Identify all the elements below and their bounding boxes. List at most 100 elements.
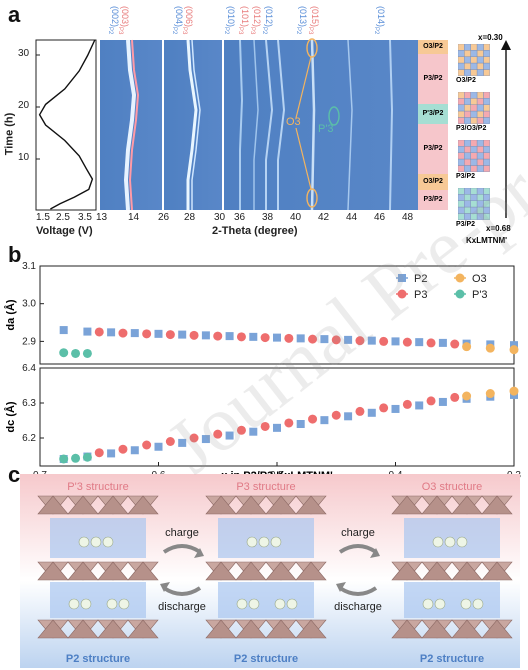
p3prime-marker xyxy=(328,106,340,126)
point-p3 xyxy=(260,421,270,431)
octahedron xyxy=(235,495,267,515)
legend-label: P'3 xyxy=(472,289,488,301)
point-p3 xyxy=(94,327,104,337)
octahedron xyxy=(451,561,483,581)
voltage-tick-3: 3.5 xyxy=(78,212,92,223)
tile-cell xyxy=(470,194,478,201)
peak-label: (012)P2 xyxy=(261,6,274,34)
time-tick-10: 10 xyxy=(18,152,30,163)
point-p3 xyxy=(236,332,246,342)
voltage-axis-label: Voltage (V) xyxy=(36,225,93,237)
ytick-label: 6.4 xyxy=(22,363,36,374)
tile-cell xyxy=(483,165,490,172)
point-p3 xyxy=(450,339,460,349)
tile-cell xyxy=(483,98,490,105)
point-p2 xyxy=(201,435,210,444)
point-p3 xyxy=(142,440,152,450)
octahedron xyxy=(205,495,237,515)
xrd-axis-label: 2-Theta (degree) xyxy=(212,225,298,237)
structure-top-label: P3 structure xyxy=(236,481,295,493)
point-p3 xyxy=(189,433,199,443)
tile-cell xyxy=(483,111,490,118)
point-o3 xyxy=(462,391,472,401)
peak-label-text: (014) xyxy=(376,6,386,28)
tile-cell xyxy=(483,50,490,57)
peak-label-sub: P2 xyxy=(295,27,302,35)
tile-cell xyxy=(458,69,465,76)
up-arrow-icon xyxy=(501,40,511,218)
tile-cell xyxy=(477,44,484,51)
octahedron xyxy=(67,619,99,639)
peak-015-p3 xyxy=(347,39,353,211)
octahedron xyxy=(37,495,69,515)
lattice-parameter-plot: 3.13.02.9da (Å)6.46.36.2dc (Å)0.70.60.50… xyxy=(4,261,521,480)
xrd-tick-42: 42 xyxy=(318,212,330,223)
point-p3 xyxy=(165,437,175,446)
structure-bottom-label: P2 structure xyxy=(66,653,130,665)
phase-column: O3/P2 P3/P2 P'3/P2 P3/P2 O3/P2 P3/P2 xyxy=(418,40,448,210)
tile-cell xyxy=(464,111,471,118)
voltage-axes-frame xyxy=(35,39,97,211)
tile-cell xyxy=(483,159,490,166)
point-p2 xyxy=(320,416,329,425)
k-ion xyxy=(258,536,270,548)
voltage-tick-1: 1.5 xyxy=(36,212,50,223)
octahedron xyxy=(97,619,129,639)
octahedron xyxy=(97,495,129,515)
point-pprime3 xyxy=(59,454,69,464)
peak-010-p2 xyxy=(239,39,244,210)
peak-013-p2 xyxy=(310,39,316,211)
tile-cell xyxy=(483,44,490,51)
tile-cell xyxy=(470,207,478,214)
peak-label-text: (003) xyxy=(120,6,130,28)
peak-label: (101)P3 xyxy=(237,6,250,34)
tile-cell xyxy=(483,146,490,153)
ytick-label: 3.1 xyxy=(22,261,36,272)
tile-cell xyxy=(458,56,465,64)
charge-arrowhead-icon xyxy=(370,548,380,558)
tile-cell xyxy=(470,63,478,70)
tile-cell xyxy=(477,207,484,214)
tile-cell xyxy=(477,63,484,70)
tile-cell xyxy=(464,104,471,112)
legend-marker xyxy=(398,274,406,282)
point-p2 xyxy=(178,330,187,339)
peak-label-text: (015) xyxy=(310,6,320,28)
point-p3 xyxy=(118,444,128,454)
octahedron xyxy=(205,619,237,639)
point-p3 xyxy=(213,331,223,341)
phase-o3p2-top: O3/P2 xyxy=(418,40,448,54)
tile-cell xyxy=(483,213,490,220)
k-ion xyxy=(78,536,90,548)
xrd-tick-26: 26 xyxy=(158,212,170,223)
tile-cell xyxy=(464,213,471,220)
tile-cell xyxy=(477,117,484,124)
tile-cell xyxy=(477,98,484,105)
panel-b-label: b xyxy=(8,242,22,267)
crystal-tile-label: P3/O3/P2 xyxy=(456,125,487,132)
octahedron xyxy=(451,619,483,639)
point-p2 xyxy=(320,335,329,344)
peak-label-sub: P2 xyxy=(373,27,380,35)
tile-cell xyxy=(458,200,465,208)
peak-label-text: (010) xyxy=(226,6,236,28)
ytick-label: 6.3 xyxy=(22,398,36,409)
tile-cell xyxy=(470,44,478,51)
point-p3 xyxy=(426,338,436,348)
legend-label: P2 xyxy=(414,273,427,285)
tile-cell xyxy=(464,56,471,64)
peak-label-text: (012) xyxy=(264,6,274,28)
xrd-tick-14: 14 xyxy=(128,212,140,223)
point-pprime3 xyxy=(82,348,92,358)
tile-cell xyxy=(470,200,478,208)
point-pprime3 xyxy=(59,348,69,358)
legend-marker xyxy=(455,289,465,299)
charge-arrowhead-icon xyxy=(194,548,204,558)
peak-label: (015)P3 xyxy=(307,6,320,34)
tile-cell xyxy=(458,159,465,166)
charge-label: charge xyxy=(341,527,375,539)
tile-cell xyxy=(483,104,490,112)
tile-cell xyxy=(483,152,490,160)
peak-label-text: (006) xyxy=(184,6,194,28)
phase-p3p2-1: P3/P2 xyxy=(418,54,448,104)
